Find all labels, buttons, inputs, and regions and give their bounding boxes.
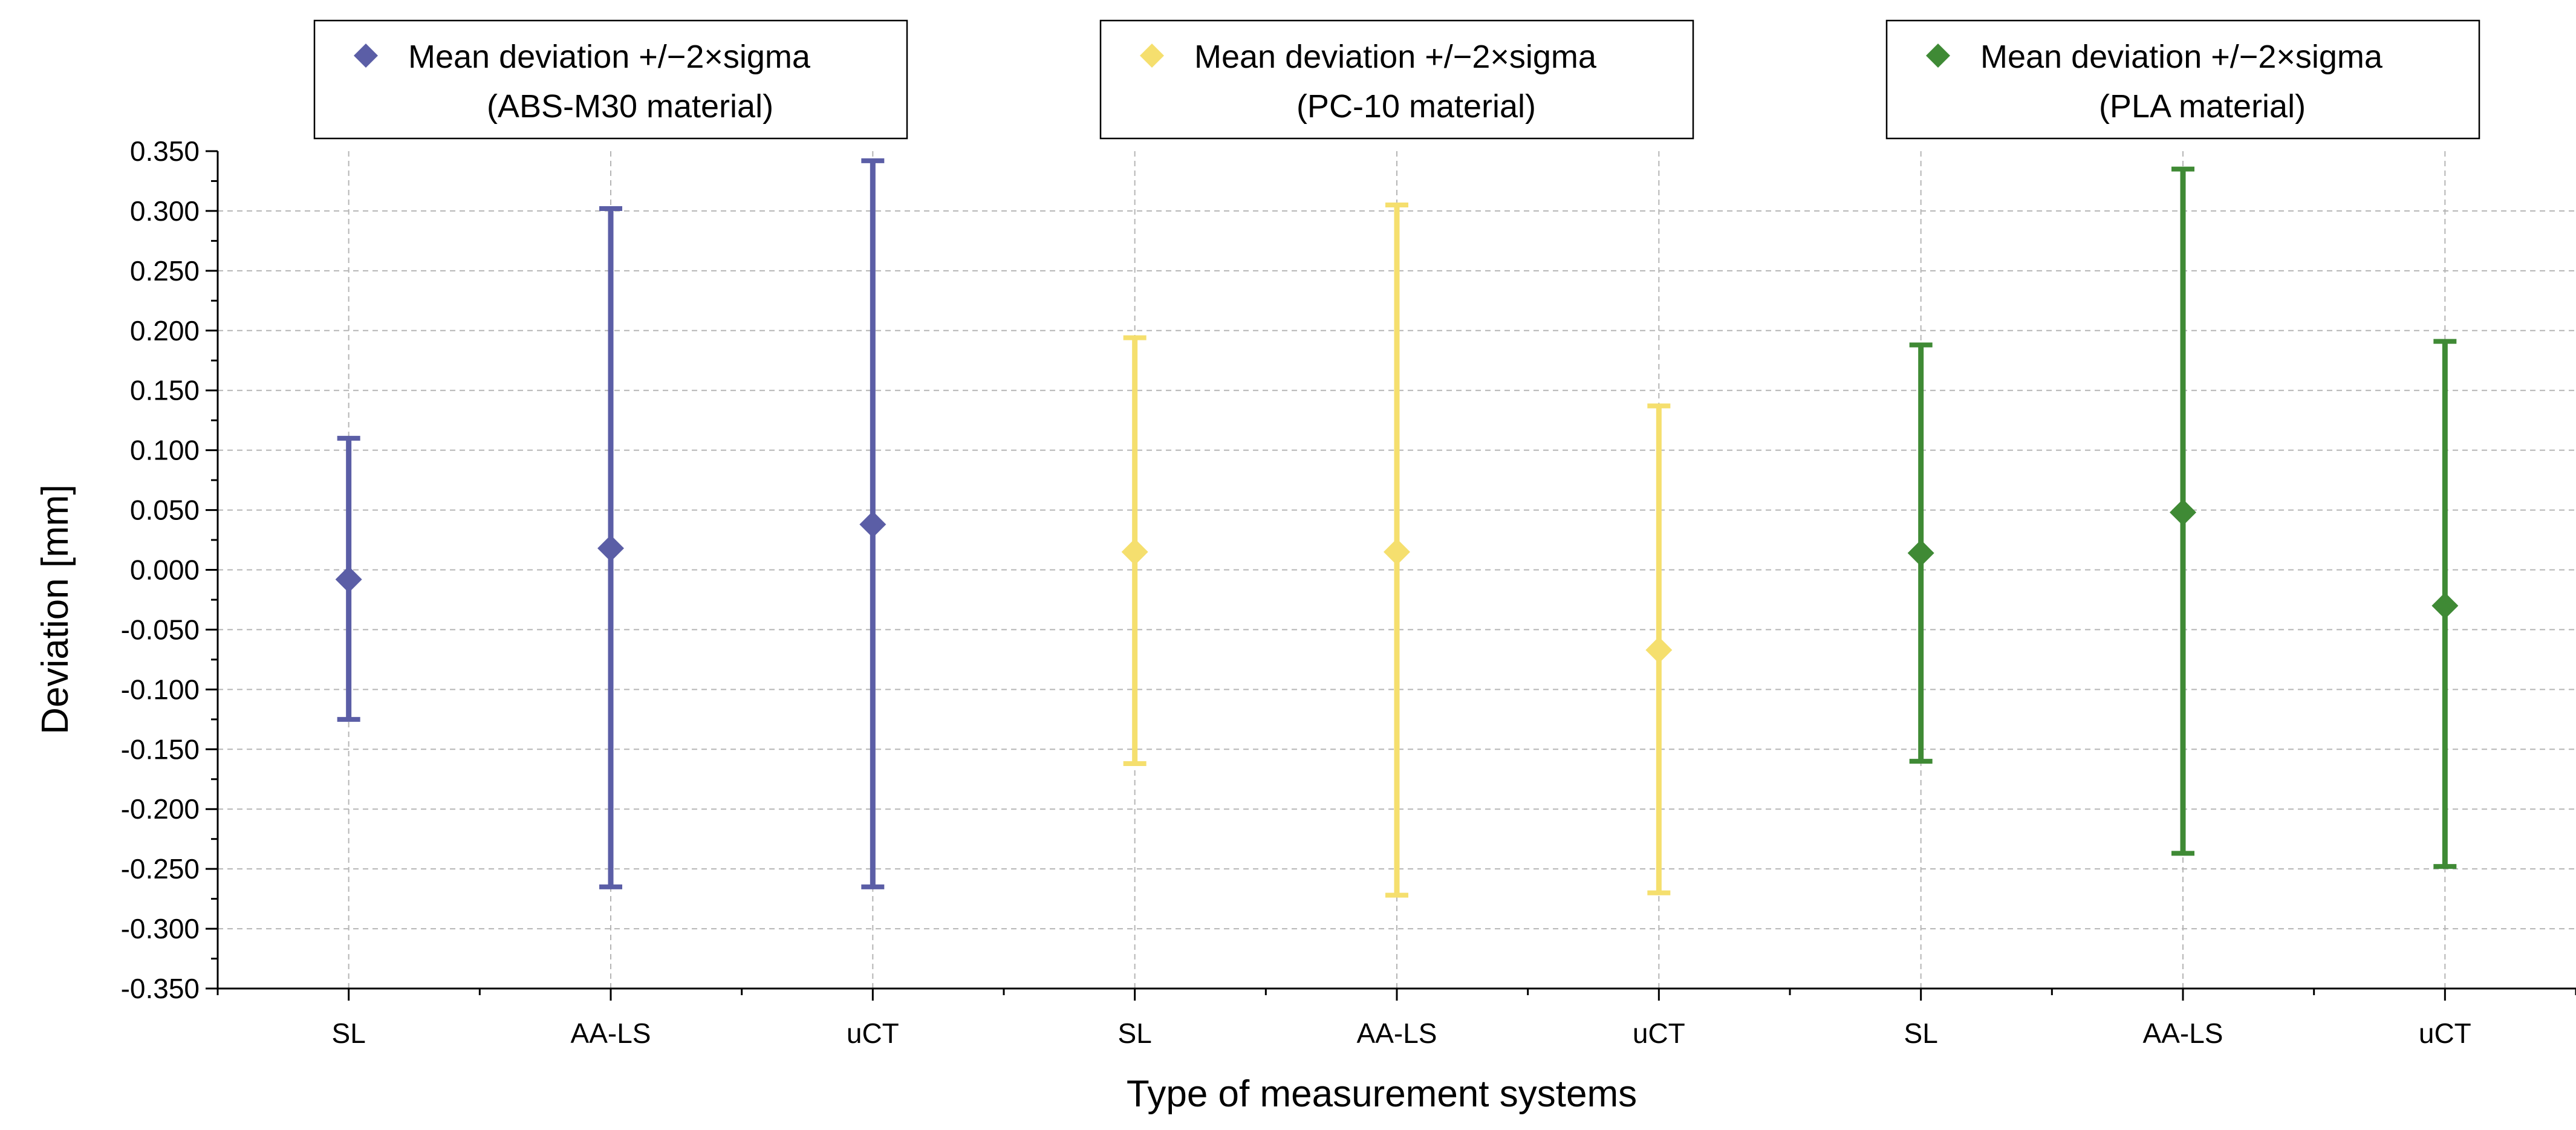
legend: Mean deviation +/−2×sigma (PLA material) bbox=[1885, 19, 2480, 140]
y-tick-label: -0.100 bbox=[121, 674, 200, 705]
legend-marker bbox=[1926, 44, 1950, 68]
legend-marker bbox=[1140, 44, 1164, 68]
legend: Mean deviation +/−2×sigma (PC-10 material… bbox=[1099, 19, 1694, 140]
legend-box bbox=[1099, 19, 1694, 140]
mean-marker bbox=[1645, 637, 1673, 664]
data-marks bbox=[335, 158, 2459, 898]
y-axis-title: Deviation [mm] bbox=[34, 484, 76, 734]
x-tick-label: uCT bbox=[847, 1018, 899, 1049]
x-tick-label: AA-LS bbox=[2143, 1018, 2223, 1049]
legend-label: Mean deviation +/−2×sigma bbox=[1194, 39, 1597, 75]
x-tick-label: AA-LS bbox=[571, 1018, 651, 1049]
x-tick-label: SL bbox=[1118, 1018, 1152, 1049]
y-tick-label: 0.350 bbox=[130, 135, 200, 167]
y-tick-label: -0.200 bbox=[121, 793, 200, 825]
y-tick-label: -0.150 bbox=[121, 733, 200, 765]
mean-marker bbox=[1384, 538, 1410, 565]
y-tick-label: 0.200 bbox=[130, 315, 200, 346]
mean-marker bbox=[597, 534, 624, 562]
mean-marker bbox=[335, 566, 362, 593]
legend: Mean deviation +/−2×sigma (ABS-M30 materi… bbox=[313, 19, 908, 140]
mean-marker bbox=[859, 511, 886, 538]
legend-sublabel: (ABS-M30 material) bbox=[487, 88, 773, 125]
y-tick-label: 0.250 bbox=[130, 255, 200, 287]
y-tick-label: -0.350 bbox=[121, 973, 200, 1004]
legend-sublabel: (PLA material) bbox=[2099, 88, 2306, 125]
y-tick-label: 0.100 bbox=[130, 435, 200, 466]
x-axis-title: Type of measurement systems bbox=[1127, 1073, 1637, 1115]
legend-label: Mean deviation +/−2×sigma bbox=[408, 39, 811, 75]
legend-box bbox=[313, 19, 908, 140]
y-tick-label: 0.300 bbox=[130, 195, 200, 227]
mean-marker bbox=[2170, 499, 2196, 526]
x-tick-label: uCT bbox=[1633, 1018, 1685, 1049]
mean-marker bbox=[1121, 538, 1148, 565]
y-tick-label: 0.050 bbox=[130, 495, 200, 526]
y-tick-label: -0.050 bbox=[121, 614, 200, 645]
y-tick-label: -0.300 bbox=[121, 913, 200, 944]
legend-box bbox=[1885, 19, 2480, 140]
legends: Mean deviation +/−2×sigma (ABS-M30 materi… bbox=[313, 19, 2480, 140]
axes: -0.350 -0.300 -0.250 -0.200 -0.150 -0.100 -0.0… bbox=[121, 135, 2576, 1049]
y-tick-label: -0.250 bbox=[121, 853, 200, 885]
legend-label: Mean deviation +/−2×sigma bbox=[1980, 39, 2383, 75]
x-tick-label: AA-LS bbox=[1357, 1018, 1437, 1049]
mean-marker bbox=[2431, 592, 2459, 619]
y-tick-label: 0.000 bbox=[130, 554, 200, 586]
x-tick-label: SL bbox=[332, 1018, 366, 1049]
legend-sublabel: (PC-10 material) bbox=[1296, 88, 1536, 125]
legend-marker bbox=[354, 44, 378, 68]
y-tick-label: 0.150 bbox=[130, 375, 200, 406]
x-tick-label: SL bbox=[1904, 1018, 1938, 1049]
mean-marker bbox=[1907, 539, 1934, 567]
x-tick-label: uCT bbox=[2419, 1018, 2471, 1049]
